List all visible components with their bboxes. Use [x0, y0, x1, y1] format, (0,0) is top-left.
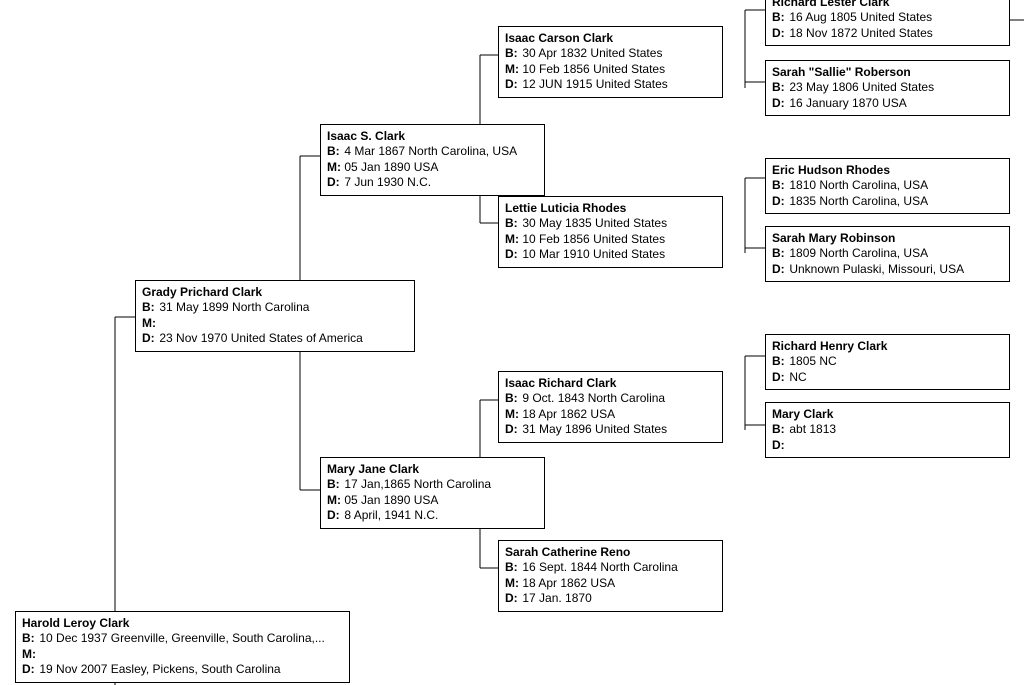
person-name: Mary Clark — [772, 407, 1003, 421]
death-line: D: 7 Jun 1930 N.C. — [327, 175, 538, 191]
person-name: Mary Jane Clark — [327, 462, 538, 476]
death-line: D: 19 Nov 2007 Easley, Pickens, South Ca… — [22, 662, 343, 678]
death-line: D: 16 January 1870 USA — [772, 96, 1003, 112]
marriage-line: M: 05 Jan 1890 USA — [327, 160, 538, 176]
birth-line: B: 1809 North Carolina, USA — [772, 246, 1003, 262]
birth-line: B: abt 1813 — [772, 422, 1003, 438]
person-name: Richard Lester Clark — [772, 0, 1003, 9]
person-name: Sarah Mary Robinson — [772, 231, 1003, 245]
person-name: Isaac S. Clark — [327, 129, 538, 143]
death-line: D: 12 JUN 1915 United States — [505, 77, 716, 93]
person-name: Sarah "Sallie" Roberson — [772, 65, 1003, 79]
birth-line: B: 17 Jan,1865 North Carolina — [327, 477, 538, 493]
birth-line: B: 23 May 1806 United States — [772, 80, 1003, 96]
death-line: D: — [772, 438, 1003, 454]
person-name: Isaac Carson Clark — [505, 31, 716, 45]
person-richard-henry[interactable]: Richard Henry Clark B: 1805 NC D: NC — [765, 334, 1010, 390]
person-name: Lettie Luticia Rhodes — [505, 201, 716, 215]
person-sarah-catherine[interactable]: Sarah Catherine Reno B: 16 Sept. 1844 No… — [498, 540, 723, 612]
person-sarah-sallie[interactable]: Sarah "Sallie" Roberson B: 23 May 1806 U… — [765, 60, 1010, 116]
birth-line: B: 9 Oct. 1843 North Carolina — [505, 391, 716, 407]
marriage-line: M: 18 Apr 1862 USA — [505, 407, 716, 423]
birth-line: B: 30 May 1835 United States — [505, 216, 716, 232]
person-name: Sarah Catherine Reno — [505, 545, 716, 559]
person-name: Eric Hudson Rhodes — [772, 163, 1003, 177]
marriage-line: M: 05 Jan 1890 USA — [327, 493, 538, 509]
death-line: D: 31 May 1896 United States — [505, 422, 716, 438]
person-isaac-carson[interactable]: Isaac Carson Clark B: 30 Apr 1832 United… — [498, 26, 723, 98]
death-line: D: Unknown Pulaski, Missouri, USA — [772, 262, 1003, 278]
person-grady[interactable]: Grady Prichard Clark B: 31 May 1899 Nort… — [135, 280, 415, 352]
death-line: D: NC — [772, 370, 1003, 386]
marriage-line: M: 10 Feb 1856 United States — [505, 232, 716, 248]
person-mary-clark[interactable]: Mary Clark B: abt 1813 D: — [765, 402, 1010, 458]
person-name: Harold Leroy Clark — [22, 616, 343, 630]
death-line: D: 18 Nov 1872 United States — [772, 26, 1003, 42]
birth-line: B: 1810 North Carolina, USA — [772, 178, 1003, 194]
person-eric-hudson[interactable]: Eric Hudson Rhodes B: 1810 North Carolin… — [765, 158, 1010, 214]
death-line: D: 10 Mar 1910 United States — [505, 247, 716, 263]
death-line: D: 8 April, 1941 N.C. — [327, 508, 538, 524]
death-line: D: 1835 North Carolina, USA — [772, 194, 1003, 210]
person-name: Grady Prichard Clark — [142, 285, 408, 299]
person-harold[interactable]: Harold Leroy Clark B: 10 Dec 1937 Greenv… — [15, 611, 350, 683]
birth-line: B: 1805 NC — [772, 354, 1003, 370]
marriage-line: M: 18 Apr 1862 USA — [505, 576, 716, 592]
birth-line: B: 30 Apr 1832 United States — [505, 46, 716, 62]
person-richard-lester[interactable]: Richard Lester Clark B: 16 Aug 1805 Unit… — [765, 0, 1010, 46]
birth-line: B: 16 Sept. 1844 North Carolina — [505, 560, 716, 576]
birth-line: B: 16 Aug 1805 United States — [772, 10, 1003, 26]
marriage-line: M: — [22, 647, 343, 663]
person-name: Isaac Richard Clark — [505, 376, 716, 390]
person-isaac-s[interactable]: Isaac S. Clark B: 4 Mar 1867 North Carol… — [320, 124, 545, 196]
person-name: Richard Henry Clark — [772, 339, 1003, 353]
marriage-line: M: — [142, 316, 408, 332]
birth-line: B: 10 Dec 1937 Greenville, Greenville, S… — [22, 631, 343, 647]
death-line: D: 23 Nov 1970 United States of America — [142, 331, 408, 347]
birth-line: B: 31 May 1899 North Carolina — [142, 300, 408, 316]
death-line: D: 17 Jan. 1870 — [505, 591, 716, 607]
person-lettie[interactable]: Lettie Luticia Rhodes B: 30 May 1835 Uni… — [498, 196, 723, 268]
person-sarah-mary[interactable]: Sarah Mary Robinson B: 1809 North Caroli… — [765, 226, 1010, 282]
birth-line: B: 4 Mar 1867 North Carolina, USA — [327, 144, 538, 160]
person-isaac-richard[interactable]: Isaac Richard Clark B: 9 Oct. 1843 North… — [498, 371, 723, 443]
marriage-line: M: 10 Feb 1856 United States — [505, 62, 716, 78]
person-maryjane[interactable]: Mary Jane Clark B: 17 Jan,1865 North Car… — [320, 457, 545, 529]
